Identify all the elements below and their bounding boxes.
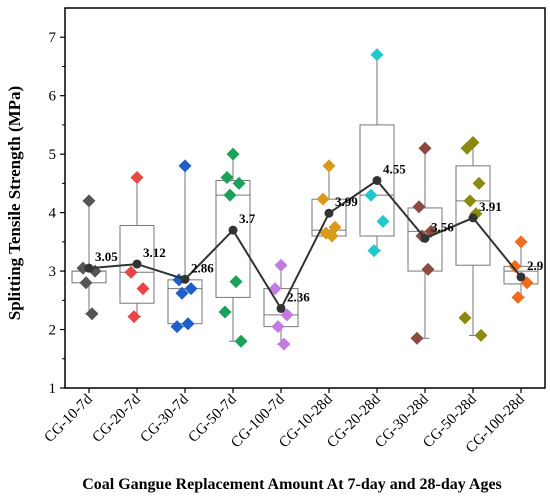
mean-value-label: 3.05 [95, 249, 118, 264]
data-points [76, 48, 534, 351]
data-point-diamond [223, 188, 237, 202]
data-point-diamond [370, 48, 384, 62]
data-point-diamond [274, 258, 288, 272]
data-point-diamond [376, 214, 390, 228]
mean-marker [468, 213, 478, 223]
y-tick-label: 5 [49, 147, 57, 163]
data-point-diamond [181, 317, 195, 331]
data-point-diamond [474, 328, 488, 342]
data-point-diamond [178, 159, 192, 173]
data-point-diamond [421, 262, 435, 276]
data-point-diamond [316, 192, 330, 206]
y-tick-label: 3 [49, 264, 57, 280]
mean-value-label: 2.36 [287, 289, 310, 304]
data-point-diamond [127, 310, 141, 324]
box-iqr [167, 279, 203, 325]
mean-value-label: 3.56 [431, 219, 454, 234]
y-axis: 1 2 3 4 5 6 7 [49, 30, 65, 397]
data-point-diamond [79, 276, 93, 290]
plot-border [64, 7, 546, 389]
data-point-diamond [184, 282, 198, 296]
y-tick-label: 2 [49, 323, 57, 339]
data-point-diamond [271, 320, 285, 334]
data-point-diamond [175, 286, 189, 300]
data-point-diamond [218, 305, 232, 319]
data-point-diamond [136, 282, 150, 296]
y-tick-label: 6 [49, 89, 57, 105]
box-CG-50-7d [215, 153, 251, 342]
plot-frame [64, 7, 546, 389]
box-CG-30-7d [167, 165, 203, 328]
data-point-diamond [367, 244, 381, 258]
data-point-diamond [229, 275, 243, 289]
x-axis-title: Coal Gangue Replacement Amount At 7-day … [82, 476, 502, 493]
mean-marker [84, 263, 94, 273]
data-point-diamond [325, 229, 339, 243]
data-point-diamond [460, 141, 474, 155]
mean-marker [228, 225, 238, 235]
mean-marker [276, 303, 286, 313]
mean-value-label: 3.7 [239, 211, 256, 226]
x-axis: CG-10-7dCG-20-7dCG-30-7dCG-50-7dCG-100-7… [42, 388, 528, 456]
y-axis-title: Splitting Tensile Strength (MPa) [5, 86, 24, 320]
mean-marker [180, 274, 190, 284]
x-tick-label: CG-30-7d [138, 391, 193, 446]
mean-marker [132, 259, 142, 269]
data-point-diamond [472, 176, 486, 190]
x-tick-label: CG-20-7d [90, 391, 145, 446]
data-point-diamond [234, 334, 248, 348]
y-tick-label: 4 [49, 206, 57, 222]
data-point-diamond [82, 194, 96, 208]
data-point-diamond [277, 337, 291, 351]
data-point-diamond [458, 311, 472, 325]
y-tick-label: 7 [49, 30, 57, 46]
data-point-diamond [232, 176, 246, 190]
mean-line: 3.05 3.12 2.86 3.7 2.36 3.99 4.55 3.56 3.91 2.9 [84, 161, 544, 313]
mean-marker [516, 272, 526, 282]
box-CG-30-28d [407, 147, 443, 339]
x-tick-label: CG-10-7d [42, 391, 97, 446]
data-point-diamond [322, 159, 336, 173]
data-point-diamond [124, 265, 138, 279]
mean-marker [324, 208, 334, 218]
mean-value-label: 4.55 [383, 161, 406, 176]
data-point-diamond [364, 188, 378, 202]
y-tick-label: 1 [49, 381, 57, 397]
mean-value-label: 3.99 [335, 194, 358, 209]
mean-marker [372, 175, 382, 185]
mean-value-label: 2.9 [527, 258, 544, 273]
mean-value-label: 3.12 [143, 245, 166, 260]
data-point-diamond [85, 307, 99, 321]
data-point-diamond [514, 235, 528, 249]
data-point-diamond [418, 141, 432, 155]
data-point-diamond [463, 194, 477, 208]
mean-marker [420, 233, 430, 243]
data-point-diamond [226, 147, 240, 161]
box-iqr [215, 179, 251, 298]
data-point-diamond [412, 200, 426, 214]
data-point-diamond [511, 290, 525, 304]
data-point-diamond [220, 171, 234, 185]
mean-value-label: 3.91 [479, 199, 502, 214]
data-point-diamond [410, 331, 424, 345]
box-CG-50-28d [455, 141, 491, 336]
mean-value-label: 2.86 [191, 260, 214, 275]
data-point-diamond [130, 171, 144, 185]
data-point-diamond [508, 259, 522, 273]
data-point-diamond [170, 320, 184, 334]
mean-series-line [88, 179, 522, 311]
